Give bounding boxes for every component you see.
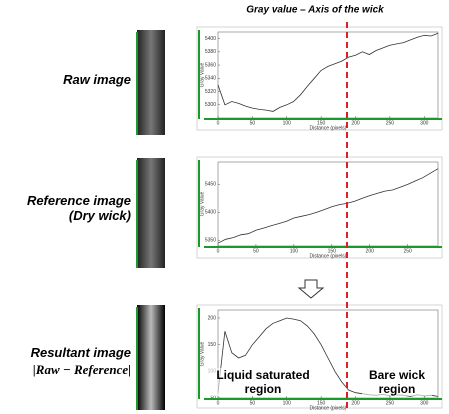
y-tick-label: 5400 <box>205 36 216 42</box>
x-tick-label: 100 <box>283 400 292 406</box>
row-label: Resultant image <box>30 345 131 360</box>
figure-title: Gray value – Axis of the wick <box>246 5 384 16</box>
x-tick-label: 50 <box>253 248 259 254</box>
x-axis-label: Distance (pixels) <box>310 405 347 411</box>
y-axis-label: Gray Value <box>199 191 205 216</box>
x-tick-label: 250 <box>386 120 395 126</box>
x-tick-label: 100 <box>283 120 292 126</box>
y-tick-label: 5350 <box>205 238 216 244</box>
x-tick-label: 250 <box>386 400 395 406</box>
row-label: |Raw − Reference| <box>32 362 131 377</box>
x-tick-label: 50 <box>250 400 256 406</box>
x-tick-label: 150 <box>317 400 326 406</box>
x-tick-label: 200 <box>351 400 360 406</box>
data-line <box>217 168 439 244</box>
resultant-thumbnail <box>137 305 165 410</box>
x-tick-label: 0 <box>217 400 220 406</box>
x-axis-label: Distance (pixels) <box>310 253 347 259</box>
annotation: Bare wick region <box>362 368 432 396</box>
chart-frame <box>196 26 443 131</box>
x-tick-label: 300 <box>420 120 429 126</box>
data-line <box>217 32 439 112</box>
row-label: Raw image <box>63 72 131 87</box>
x-tick-label: 0 <box>217 248 220 254</box>
y-axis-label: Gray Value <box>199 341 205 366</box>
y-tick-label: 5340 <box>205 76 216 82</box>
x-tick-label: 50 <box>250 120 256 126</box>
raw-thumbnail <box>137 30 165 135</box>
y-tick-label: 5400 <box>205 210 216 216</box>
x-tick-label: 100 <box>290 248 299 254</box>
x-tick-label: 150 <box>328 248 337 254</box>
y-tick-label: 5300 <box>205 102 216 108</box>
annotation: Liquid saturated region <box>208 368 318 396</box>
x-tick-label: 200 <box>351 120 360 126</box>
x-tick-label: 0 <box>217 120 220 126</box>
x-axis-label: Distance (pixels) <box>310 125 347 131</box>
x-tick-label: 300 <box>420 400 429 406</box>
x-tick-label: 200 <box>366 248 375 254</box>
y-tick-label: 200 <box>208 315 217 321</box>
reference-thumbnail <box>137 158 165 268</box>
y-tick-label: 5450 <box>205 182 216 188</box>
y-axis-label: Gray Value <box>199 62 205 87</box>
y-tick-label: 5320 <box>205 89 216 95</box>
y-tick-label: 5380 <box>205 49 216 55</box>
y-tick-label: 150 <box>208 342 217 348</box>
row-label: Reference image (Dry wick) <box>26 193 131 223</box>
x-tick-label: 150 <box>317 120 326 126</box>
x-tick-label: 250 <box>403 248 412 254</box>
y-tick-label: 5360 <box>205 62 216 68</box>
down-arrow <box>297 279 325 299</box>
chart-frame <box>196 156 443 259</box>
